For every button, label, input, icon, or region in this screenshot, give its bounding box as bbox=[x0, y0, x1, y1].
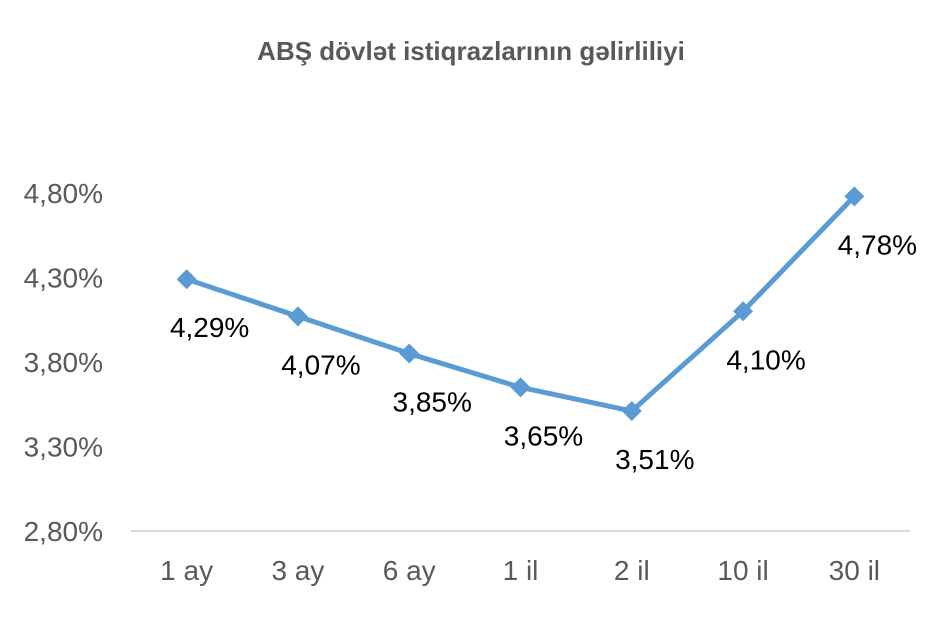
y-axis-ticks: 2,80% 3,30% 3,80% 4,30% 4,80% bbox=[24, 178, 103, 547]
y-tick-label: 2,80% bbox=[24, 516, 103, 547]
data-labels: 4,29% 4,07% 3,85% 3,65% 3,51% 4,10% 4,78% bbox=[170, 229, 917, 475]
y-tick-label: 4,30% bbox=[24, 263, 103, 294]
x-tick-label: 1 il bbox=[503, 555, 539, 586]
data-point-marker bbox=[621, 401, 642, 422]
data-point-marker bbox=[399, 343, 420, 364]
data-point-marker bbox=[287, 306, 308, 327]
x-tick-label: 1 ay bbox=[160, 555, 213, 586]
data-label: 4,10% bbox=[726, 344, 805, 375]
data-label: 4,78% bbox=[838, 229, 917, 260]
x-tick-label: 2 il bbox=[614, 555, 650, 586]
y-tick-label: 3,30% bbox=[24, 432, 103, 463]
y-tick-label: 4,80% bbox=[24, 178, 103, 209]
x-axis-ticks: 1 ay 3 ay 6 ay 1 il 2 il 10 il 30 il bbox=[160, 555, 880, 586]
y-tick-label: 3,80% bbox=[24, 347, 103, 378]
data-label: 4,07% bbox=[281, 349, 360, 380]
x-tick-label: 10 il bbox=[717, 555, 768, 586]
data-point-marker bbox=[176, 269, 197, 290]
data-point-marker bbox=[844, 186, 865, 207]
data-point-marker bbox=[733, 301, 754, 322]
data-point-marker bbox=[510, 377, 531, 398]
data-label: 3,85% bbox=[393, 387, 472, 418]
x-tick-label: 3 ay bbox=[271, 555, 324, 586]
data-label: 4,29% bbox=[170, 312, 249, 343]
x-tick-label: 6 ay bbox=[383, 555, 436, 586]
chart-title: ABŞ dövlət istiqrazlarının gəlirliliyi bbox=[257, 36, 685, 66]
series-layer bbox=[176, 186, 865, 422]
data-label: 3,65% bbox=[504, 420, 583, 451]
x-tick-label: 30 il bbox=[829, 555, 880, 586]
data-label: 3,51% bbox=[615, 444, 694, 475]
